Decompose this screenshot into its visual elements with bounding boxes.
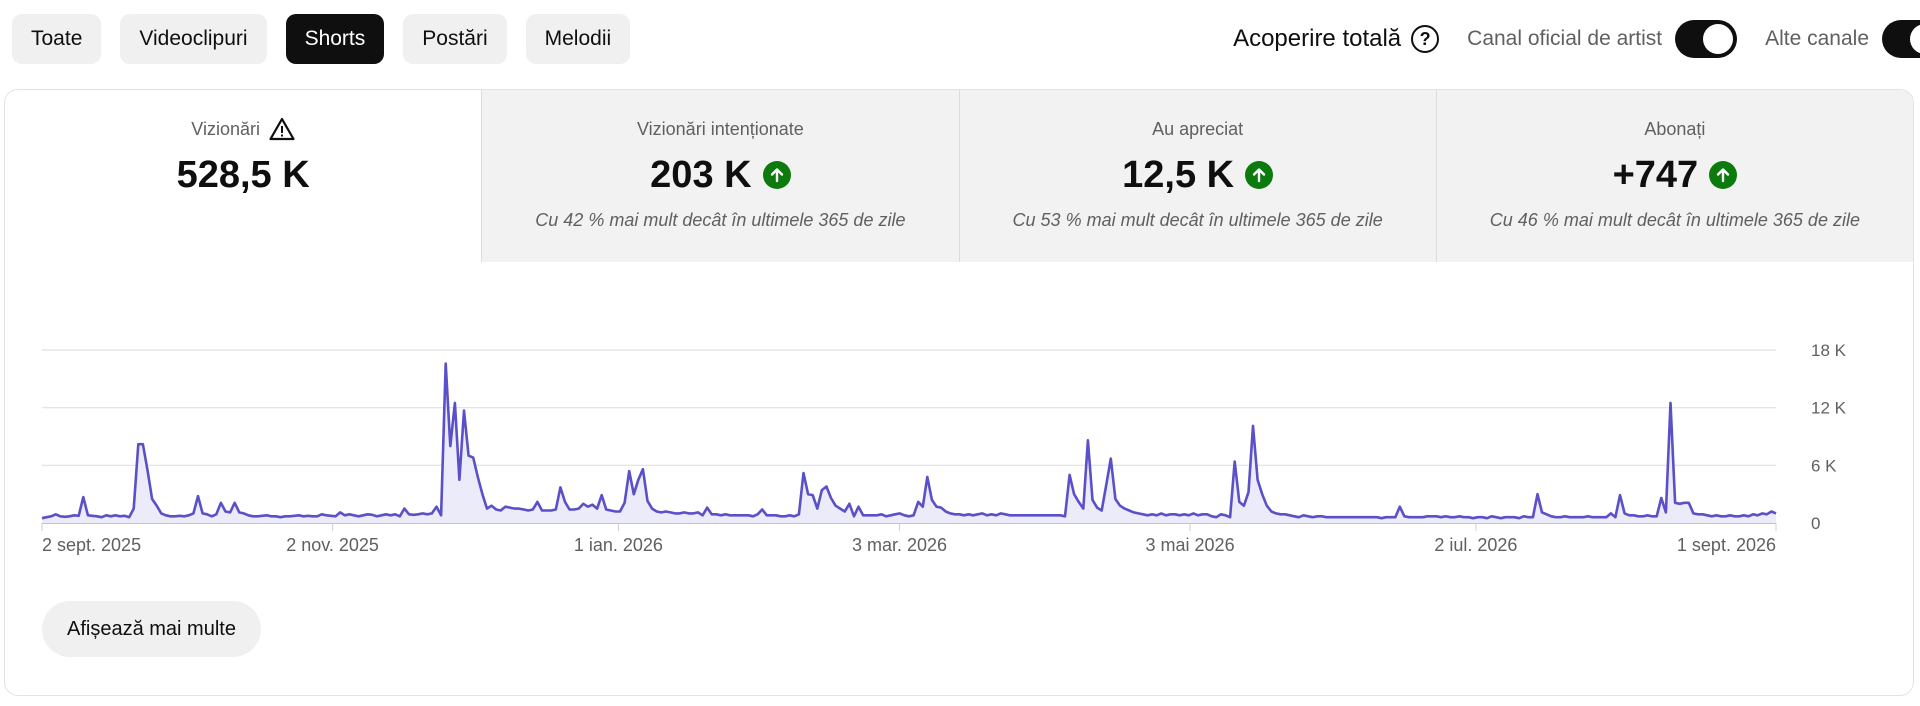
- metric-tab-likes[interactable]: Au apreciat 12,5 K Cu 53 % mai mult decâ…: [958, 90, 1436, 262]
- views-chart[interactable]: 0 6 K 12 K 18 K 2 sept. 2025 2 nov. 2025 1 ian…: [5, 262, 1913, 592]
- x-tick-label: 3 mai 2026: [1146, 535, 1235, 555]
- metric-value: 528,5 K: [177, 152, 310, 198]
- views-area: [42, 363, 1776, 523]
- metric-tabs: Vizionări 528,5 K Vizionări intenționate…: [5, 90, 1913, 262]
- arrow-up-icon: [1709, 161, 1738, 189]
- metric-value: 203 K: [650, 152, 791, 198]
- metric-label: Vizionări intenționate: [636, 118, 804, 139]
- metric-value-text: 203 K: [650, 153, 752, 196]
- views-chart-svg: 0 6 K 12 K 18 K 2 sept. 2025 2 nov. 2025 1 ian…: [41, 341, 1847, 555]
- metric-comparison: Cu 42 % mai mult decât în ultimele 365 d…: [535, 210, 906, 230]
- y-tick-label: 6 K: [1811, 456, 1837, 475]
- chip-videoclipuri[interactable]: Videoclipuri: [120, 14, 267, 64]
- views-line: [41, 362, 1777, 520]
- metric-tab-subscribers[interactable]: Abonați +747 Cu 46 % mai mult decât în u…: [1435, 90, 1913, 262]
- metric-value: +747: [1613, 152, 1738, 198]
- content-type-filter: Toate Videoclipuri Shorts Postări Melodi…: [12, 14, 631, 64]
- metric-label-text: Vizionări: [191, 118, 260, 139]
- official-artist-toggle[interactable]: [1675, 20, 1738, 58]
- metric-value-text: 12,5 K: [1122, 153, 1235, 196]
- metric-comparison: Cu 53 % mai mult decât în ultimele 365 d…: [1012, 210, 1383, 230]
- chip-shorts[interactable]: Shorts: [285, 14, 385, 64]
- metric-value-text: 528,5 K: [176, 153, 310, 196]
- x-tick-label: 2 iul. 2026: [1434, 535, 1517, 555]
- y-tick-label: 18 K: [1811, 341, 1847, 360]
- show-more-button[interactable]: Afișează mai multe: [42, 601, 261, 657]
- x-tick-label: 2 sept. 2025: [42, 535, 141, 555]
- official-artist-label: Canal oficial de artist: [1467, 27, 1663, 50]
- chip-toate[interactable]: Toate: [12, 14, 102, 64]
- metric-value-text: +747: [1612, 153, 1699, 196]
- metric-label: Au apreciat: [1152, 118, 1244, 139]
- y-tick-label: 12 K: [1811, 399, 1847, 418]
- toggle-knob: [1703, 24, 1734, 54]
- help-icon[interactable]: ?: [1411, 25, 1440, 53]
- x-tick-label: 3 mar. 2026: [852, 535, 947, 555]
- warning-icon: [269, 117, 295, 141]
- x-tick-label: 1 ian. 2026: [574, 535, 663, 555]
- x-tick-label: 1 sept. 2026: [1677, 535, 1776, 555]
- chip-postari[interactable]: Postări: [403, 14, 507, 64]
- y-tick-label: 0: [1811, 514, 1820, 533]
- metric-tab-engaged-views[interactable]: Vizionări intenționate 203 K Cu 42 % mai…: [481, 90, 959, 262]
- metric-comparison: Cu 46 % mai mult decât în ultimele 365 d…: [1489, 210, 1860, 230]
- total-reach-label: Acoperire totală: [1233, 25, 1402, 52]
- metric-tab-views[interactable]: Vizionări 528,5 K: [5, 90, 482, 262]
- arrow-up-icon: [762, 161, 791, 189]
- other-channels-label: Alte canale: [1765, 27, 1869, 50]
- toggle-knob: [1910, 24, 1920, 54]
- arrow-up-icon: [1245, 161, 1274, 189]
- metric-value: 12,5 K: [1122, 152, 1274, 198]
- other-channels-toggle[interactable]: [1882, 20, 1920, 58]
- metric-label: Vizionări: [191, 117, 295, 141]
- metric-label: Abonați: [1644, 118, 1706, 139]
- chip-melodii[interactable]: Melodii: [525, 14, 631, 64]
- x-tick-label: 2 nov. 2025: [286, 535, 379, 555]
- analytics-card: Vizionări 528,5 K Vizionări intenționate…: [4, 89, 1914, 696]
- reach-toggles: Acoperire totală ? Canal oficial de arti…: [1233, 14, 1920, 64]
